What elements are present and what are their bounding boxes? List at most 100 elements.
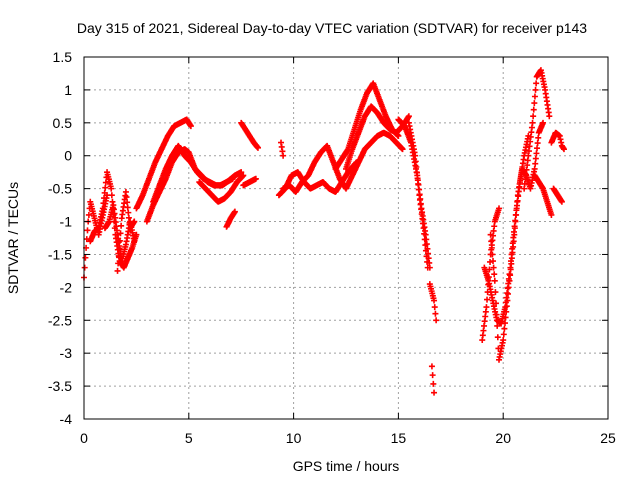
series-arc-24 bbox=[506, 119, 547, 284]
series-arc-10 bbox=[223, 208, 238, 230]
series-arc-28 bbox=[550, 185, 565, 205]
data-point bbox=[82, 254, 89, 261]
data-point bbox=[414, 175, 421, 182]
y-tick-label: -3 bbox=[60, 345, 73, 361]
data-point bbox=[187, 123, 194, 130]
data-point bbox=[125, 209, 132, 216]
data-point bbox=[548, 211, 555, 218]
data-point bbox=[512, 218, 519, 225]
data-point bbox=[503, 308, 510, 315]
data-point bbox=[501, 325, 508, 332]
series-arc-20 bbox=[428, 363, 438, 396]
data-point bbox=[231, 208, 238, 215]
x-tick-label: 10 bbox=[286, 430, 302, 446]
data-point bbox=[116, 245, 123, 252]
data-point bbox=[413, 169, 420, 176]
data-point bbox=[430, 380, 437, 387]
data-point bbox=[510, 243, 517, 250]
data-point bbox=[500, 331, 507, 338]
data-point bbox=[533, 150, 540, 157]
series-arc-5 bbox=[133, 116, 194, 212]
data-point bbox=[109, 198, 116, 205]
data-point bbox=[489, 251, 496, 258]
series-arc-16 bbox=[343, 103, 412, 172]
data-point bbox=[431, 389, 438, 396]
data-point bbox=[540, 119, 547, 126]
data-point bbox=[530, 113, 537, 120]
series-arc-15 bbox=[332, 80, 402, 172]
data-point bbox=[123, 194, 130, 201]
data-point bbox=[412, 158, 419, 165]
data-point bbox=[488, 238, 495, 245]
data-point bbox=[433, 317, 440, 324]
data-point bbox=[108, 192, 115, 199]
data-point bbox=[423, 253, 430, 260]
x-tick-label: 25 bbox=[600, 430, 616, 446]
y-tick-label: -1 bbox=[60, 214, 73, 230]
data-point bbox=[399, 146, 406, 153]
data-point bbox=[493, 311, 500, 318]
data-point bbox=[506, 277, 513, 284]
x-tick-labels: 0 5 10 15 20 25 bbox=[80, 430, 616, 446]
y-tick-label: -3.5 bbox=[48, 378, 72, 394]
series-arc-27 bbox=[548, 129, 567, 153]
series-arc-7 bbox=[150, 142, 245, 205]
data-point bbox=[84, 227, 91, 234]
data-point bbox=[124, 204, 131, 211]
data-point bbox=[125, 214, 132, 221]
data-points bbox=[81, 67, 567, 396]
data-point bbox=[124, 199, 131, 206]
data-point bbox=[513, 211, 520, 218]
data-point bbox=[424, 264, 431, 271]
data-point bbox=[432, 310, 439, 317]
data-point bbox=[535, 134, 542, 141]
data-point bbox=[99, 205, 106, 212]
series-arc-9 bbox=[240, 175, 259, 189]
data-point bbox=[508, 255, 515, 262]
data-point bbox=[487, 258, 494, 265]
data-point bbox=[511, 231, 518, 238]
data-point bbox=[484, 296, 491, 303]
data-point bbox=[102, 184, 109, 191]
series-arc-25 bbox=[521, 67, 553, 192]
data-point bbox=[115, 260, 122, 267]
data-point bbox=[102, 179, 109, 186]
y-tick-label: 0.5 bbox=[53, 115, 73, 131]
data-point bbox=[491, 277, 498, 284]
data-point bbox=[514, 198, 521, 205]
series-arc-18 bbox=[405, 119, 431, 271]
data-point bbox=[100, 200, 107, 207]
x-tick-label: 0 bbox=[80, 430, 88, 446]
data-point bbox=[532, 160, 539, 167]
data-point bbox=[133, 231, 140, 238]
data-point bbox=[395, 132, 402, 139]
data-point bbox=[81, 264, 88, 271]
data-point bbox=[412, 152, 419, 159]
data-point bbox=[502, 314, 509, 321]
data-point bbox=[117, 230, 124, 237]
y-tick-label: -0.5 bbox=[48, 181, 72, 197]
data-point bbox=[238, 169, 245, 176]
axis-ticks bbox=[83, 56, 609, 420]
data-point bbox=[510, 238, 517, 245]
x-axis-title: GPS time / hours bbox=[293, 458, 400, 474]
data-point bbox=[421, 230, 428, 237]
data-point bbox=[116, 237, 123, 244]
data-point bbox=[131, 218, 138, 225]
data-point bbox=[413, 164, 420, 171]
data-point bbox=[532, 86, 539, 93]
data-point bbox=[421, 236, 428, 243]
data-point bbox=[131, 238, 138, 245]
data-point bbox=[122, 188, 129, 195]
data-point bbox=[494, 334, 501, 341]
data-point bbox=[531, 100, 538, 107]
data-point bbox=[85, 211, 92, 218]
data-point bbox=[254, 144, 261, 151]
data-point bbox=[534, 145, 541, 152]
data-point bbox=[509, 249, 516, 256]
data-point bbox=[490, 258, 497, 265]
data-point bbox=[504, 297, 511, 304]
x-tick-label: 5 bbox=[185, 430, 193, 446]
data-point bbox=[280, 152, 287, 159]
series-arc-26 bbox=[531, 172, 555, 218]
